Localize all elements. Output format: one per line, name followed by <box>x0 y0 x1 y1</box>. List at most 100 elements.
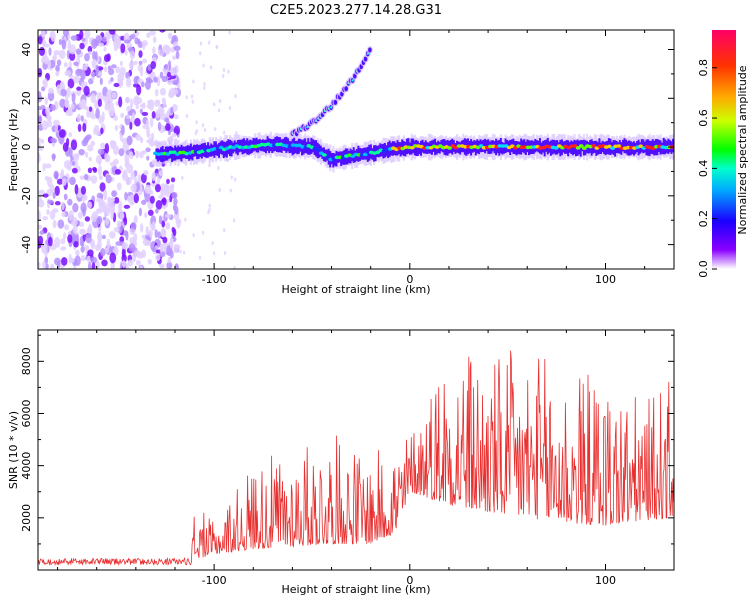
noise-speck <box>104 103 110 111</box>
noise-speck <box>223 228 226 233</box>
branch-core <box>368 47 372 53</box>
noise-speck <box>201 123 205 128</box>
noise-speck <box>153 76 158 83</box>
noise-speck <box>139 265 144 269</box>
noise-speck <box>159 71 164 79</box>
band-peak <box>322 153 327 157</box>
noise-speck <box>192 79 195 84</box>
x-tick-label: -100 <box>202 574 227 587</box>
noise-speck <box>41 86 46 92</box>
noise-speck <box>163 64 169 70</box>
noise-speck <box>124 263 129 269</box>
noise-speck <box>84 53 90 62</box>
noise-speck <box>71 92 76 103</box>
noise-speck <box>155 199 163 210</box>
y-tick-label: -40 <box>20 236 33 254</box>
noise-speck <box>38 195 42 204</box>
noise-speck <box>198 255 202 260</box>
noise-speck <box>107 208 115 213</box>
noise-speck <box>154 88 159 97</box>
noise-speck <box>68 210 74 221</box>
noise-speck <box>65 109 73 117</box>
noise-speck <box>140 249 147 258</box>
noise-speck <box>111 190 117 197</box>
noise-speck <box>134 176 138 185</box>
band-core <box>366 146 369 162</box>
band-core <box>326 149 329 161</box>
noise-speck <box>146 32 151 39</box>
noise-speck <box>121 254 127 263</box>
noise-speck <box>59 98 66 108</box>
noise-speck <box>75 48 82 55</box>
noise-speck <box>87 201 93 209</box>
noise-speck <box>80 70 86 81</box>
noise-speck <box>129 33 136 40</box>
spectrogram-panel: -100 0 100 -40 -20 0 20 40 Height of straight l… <box>7 29 675 296</box>
spectrogram-x-label: Height of straight line (km) <box>281 283 430 296</box>
band-core <box>600 142 603 154</box>
noise-speck <box>52 138 57 144</box>
noise-speck <box>90 93 96 104</box>
noise-speck <box>171 88 179 95</box>
noise-speck <box>67 198 73 206</box>
y-tick-label: 6000 <box>20 399 33 427</box>
noise-speck <box>71 161 76 166</box>
noise-speck <box>151 172 156 182</box>
noise-speck <box>114 168 121 175</box>
noise-speck <box>109 252 117 264</box>
noise-speck <box>79 30 84 40</box>
noise-speck <box>46 209 50 216</box>
noise-speck <box>229 188 232 193</box>
noise-speck <box>52 191 56 199</box>
noise-speck <box>44 163 52 169</box>
noise-speck <box>158 194 164 199</box>
noise-speck <box>203 85 206 90</box>
noise-speck <box>74 255 81 267</box>
noise-speck <box>101 259 108 267</box>
noise-speck <box>113 115 118 122</box>
noise-speck <box>47 90 55 102</box>
noise-speck <box>169 74 177 80</box>
noise-speck <box>117 72 125 84</box>
noise-speck <box>48 47 52 56</box>
noise-speck <box>53 237 61 248</box>
noise-speck <box>113 82 120 88</box>
noise-speck <box>203 82 206 87</box>
noise-speck <box>84 30 91 39</box>
noise-speck <box>99 202 105 208</box>
band-peak <box>581 146 587 150</box>
noise-speck <box>64 224 69 231</box>
noise-speck <box>155 254 161 262</box>
noise-speck <box>104 151 109 162</box>
noise-speck <box>139 103 146 108</box>
noise-speck <box>73 75 80 84</box>
noise-speck <box>60 88 67 97</box>
x-tick-label: -100 <box>202 273 227 286</box>
noise-speck <box>158 105 163 116</box>
noise-speck <box>43 55 50 65</box>
noise-speck <box>190 94 194 99</box>
noise-speck <box>147 64 152 71</box>
snr-frame <box>37 329 675 571</box>
noise-speck <box>101 36 107 43</box>
band-core <box>296 140 299 155</box>
noise-speck <box>49 184 55 193</box>
noise-speck <box>87 167 93 174</box>
noise-speck <box>145 119 150 127</box>
noise-speck <box>47 236 53 247</box>
noise-speck <box>135 134 141 141</box>
noise-speck <box>158 49 164 57</box>
noise-speck <box>52 219 57 229</box>
noise-speck <box>171 132 177 138</box>
noise-speck <box>140 173 147 184</box>
band-core <box>308 141 311 155</box>
band-peak <box>375 150 381 155</box>
noise-speck <box>104 142 110 154</box>
noise-speck <box>38 35 43 45</box>
y-tick-label: -20 <box>20 187 33 205</box>
noise-speck <box>202 63 205 68</box>
noise-speck <box>129 48 136 60</box>
y-tick-label: 8000 <box>20 347 33 375</box>
noise-speck <box>99 77 103 86</box>
noise-speck <box>141 111 149 117</box>
